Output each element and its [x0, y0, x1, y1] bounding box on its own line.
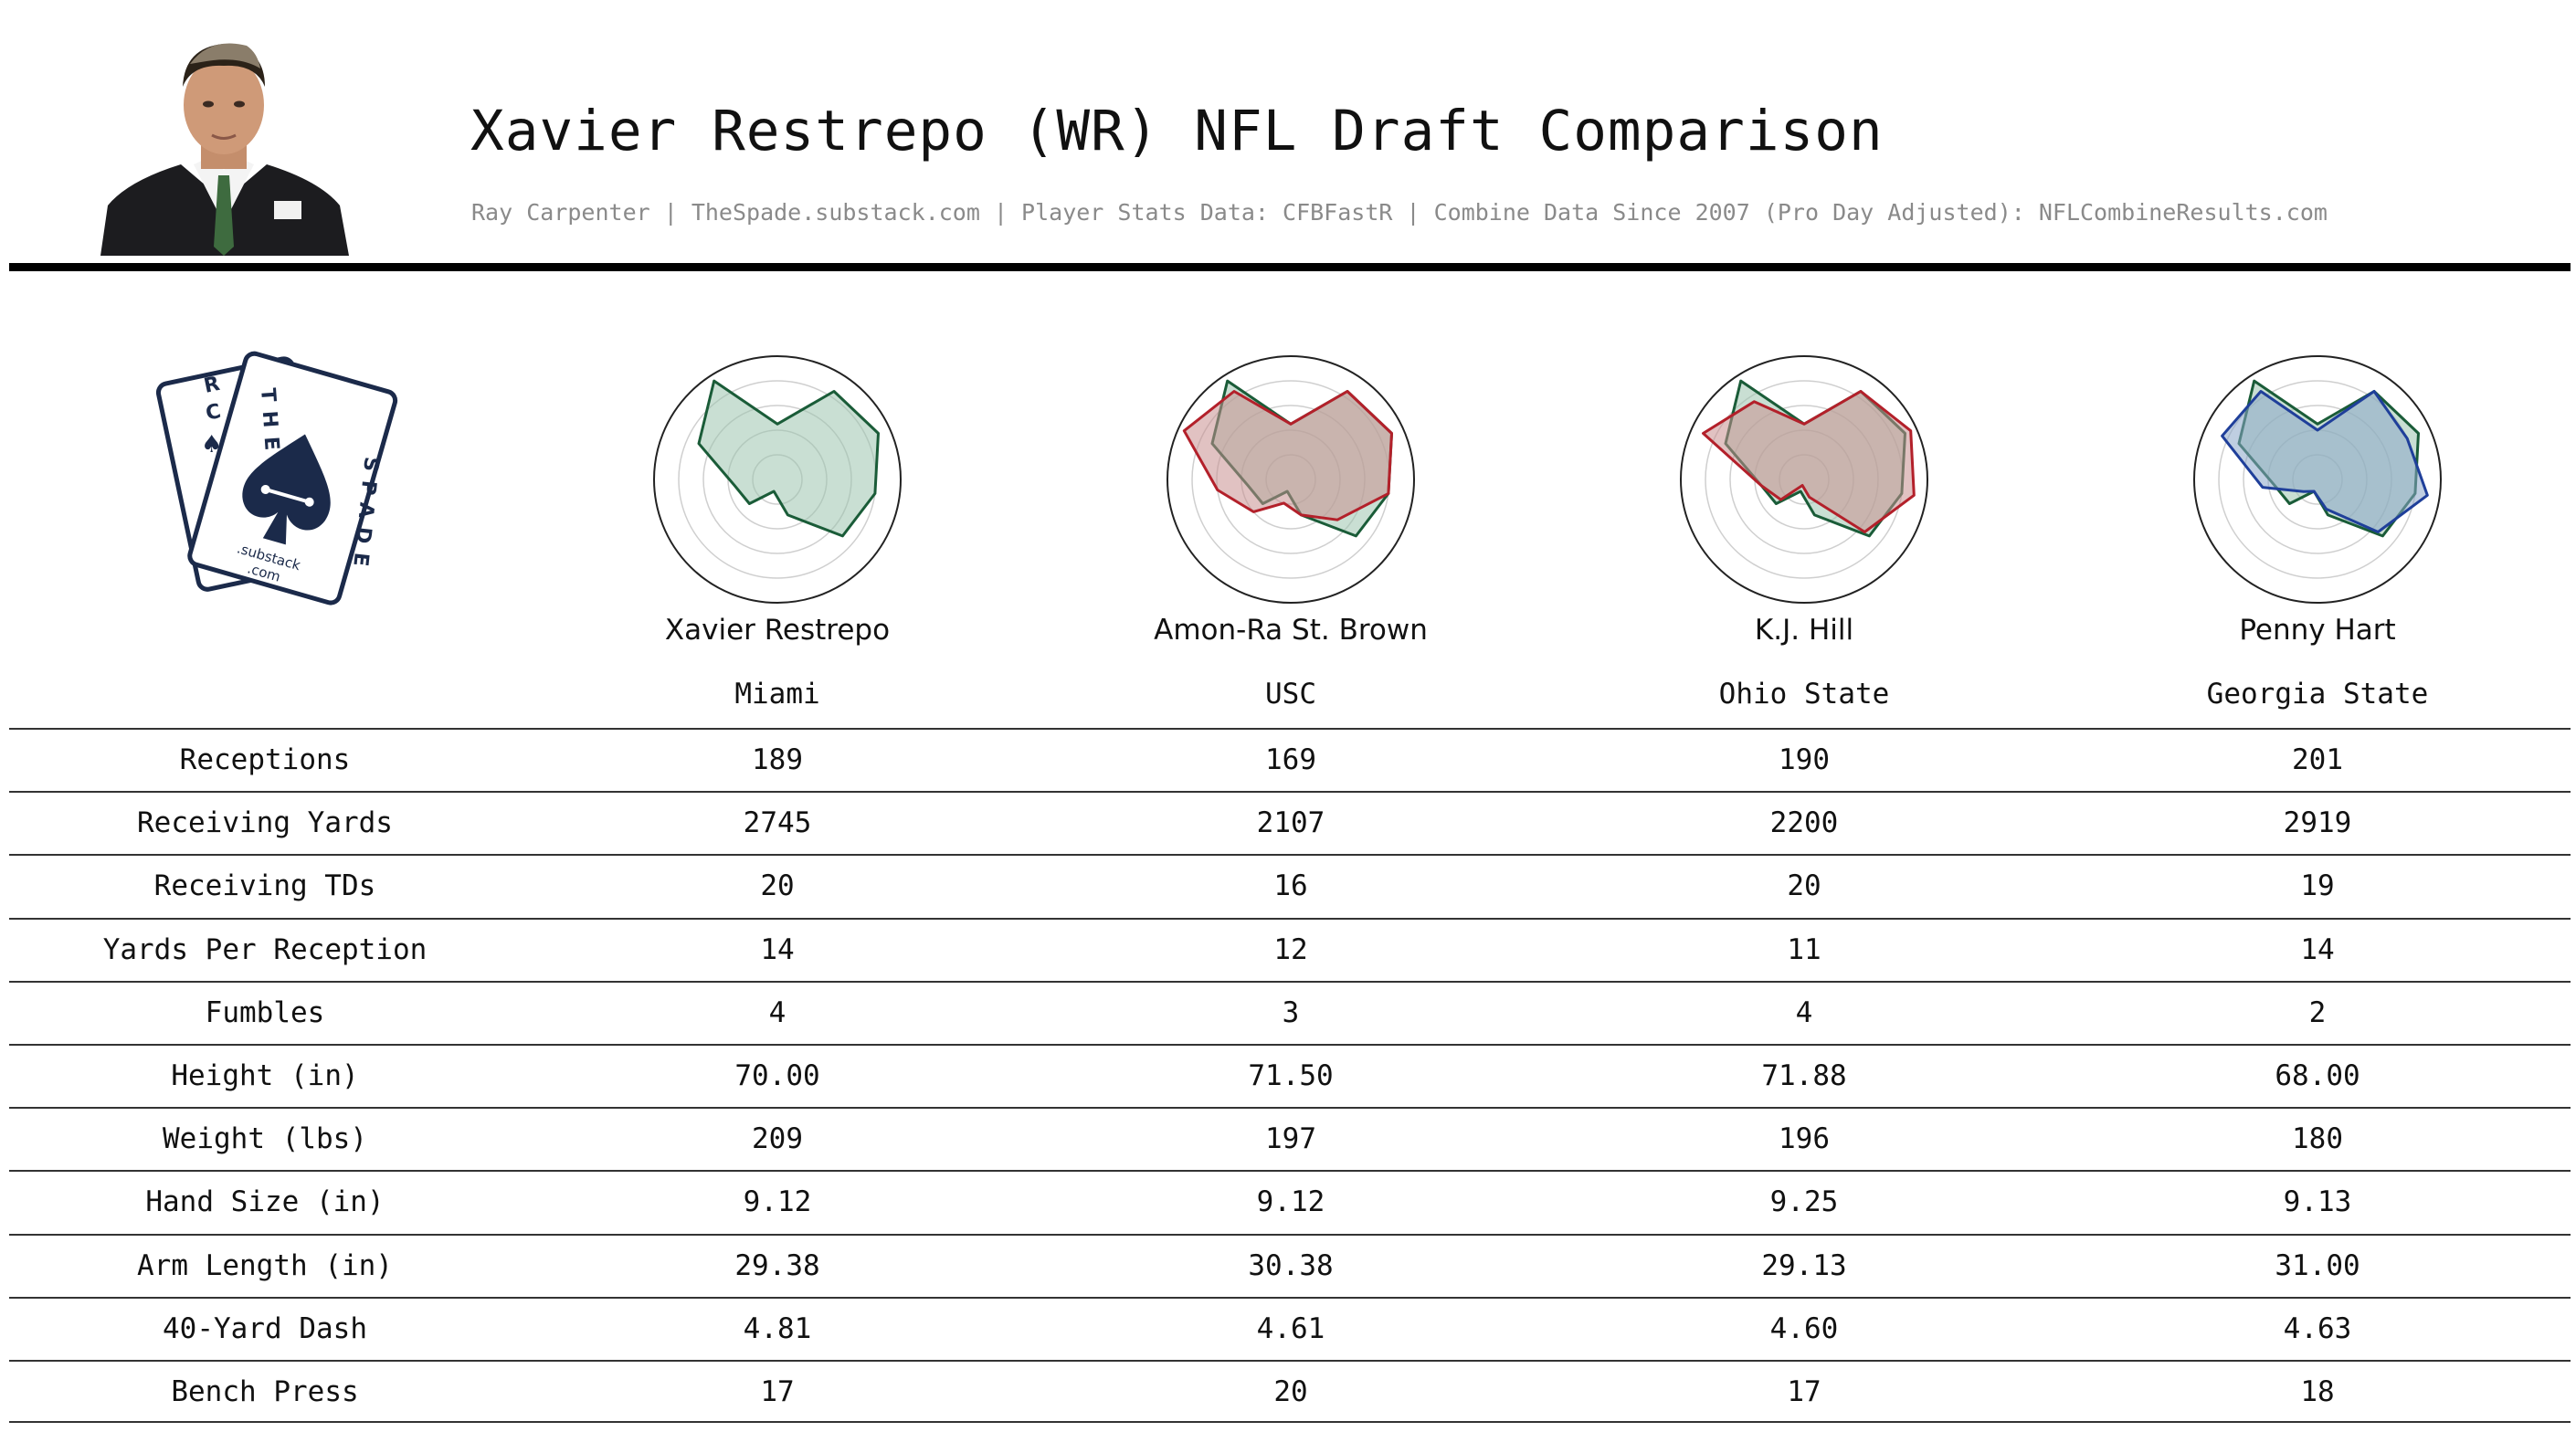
- stat-label: Fumbles: [205, 995, 325, 1029]
- stat-value: 2200: [1769, 806, 1839, 840]
- radar-series-comparison: [2221, 390, 2429, 533]
- radar-chart-xavier-restrepo: [645, 347, 910, 612]
- stat-value: 9.25: [1769, 1185, 1839, 1219]
- logo-spade-glyph: ♠: [201, 431, 222, 458]
- table-row: Receiving TDs 20 16 20 19: [9, 854, 2571, 917]
- stat-value: 71.50: [1248, 1058, 1334, 1092]
- page-subtitle: Ray Carpenter | TheSpade.substack.com | …: [471, 199, 2328, 226]
- stat-value: 14: [2300, 932, 2335, 966]
- stat-value: 3: [1282, 995, 1300, 1029]
- stat-label: Weight (lbs): [163, 1122, 367, 1156]
- stat-value: 4.81: [743, 1311, 812, 1345]
- radar-series-comparison: [1702, 390, 1916, 533]
- page-title: Xavier Restrepo (WR) NFL Draft Compariso…: [470, 99, 1884, 163]
- stat-value: 70.00: [734, 1058, 820, 1092]
- table-row: Receiving Yards 2745 2107 2200 2919: [9, 791, 2571, 854]
- stat-value: 29.13: [1761, 1248, 1847, 1282]
- player-school-miami: Miami: [734, 678, 820, 711]
- stat-value: 31.00: [2275, 1248, 2360, 1282]
- stat-value: 9.12: [743, 1185, 812, 1219]
- stat-value: 169: [1265, 743, 1316, 776]
- stat-value: 190: [1779, 743, 1830, 776]
- player-name-xavier-restrepo: Xavier Restrepo: [664, 614, 891, 647]
- stat-label: Receptions: [179, 743, 351, 776]
- player-headshot: [91, 27, 356, 256]
- stat-value: 4.60: [1769, 1311, 1839, 1345]
- table-row: Weight (lbs) 209 197 196 180: [9, 1107, 2571, 1170]
- stat-value: 71.88: [1761, 1058, 1847, 1092]
- radar-chart-kj-hill: [1672, 347, 1937, 612]
- stat-value: 4.63: [2283, 1311, 2352, 1345]
- radar-series-target: [697, 379, 880, 538]
- stat-label: Yards Per Reception: [102, 932, 428, 966]
- stat-value: 17: [1787, 1374, 1821, 1408]
- stat-value: 4: [1795, 995, 1813, 1029]
- stat-label: Arm Length (in): [137, 1248, 393, 1282]
- stat-value: 189: [752, 743, 803, 776]
- table-row: Receptions 189 169 190 201: [9, 728, 2571, 791]
- stat-value: 201: [2292, 743, 2343, 776]
- stat-value: 14: [760, 932, 795, 966]
- stat-value: 68.00: [2275, 1058, 2360, 1092]
- stat-value: 11: [1787, 932, 1821, 966]
- stat-value: 20: [760, 869, 795, 903]
- stat-value: 4: [768, 995, 787, 1029]
- table-row: Hand Size (in) 9.12 9.12 9.25 9.13: [9, 1170, 2571, 1233]
- player-school-georgia-state: Georgia State: [2206, 678, 2429, 711]
- logo-text-the: THE: [256, 387, 283, 460]
- stat-label: Receiving TDs: [153, 869, 376, 903]
- stat-value: 29.38: [734, 1248, 820, 1282]
- stat-value: 196: [1779, 1122, 1830, 1156]
- stat-value: 9.13: [2283, 1185, 2352, 1219]
- stat-value: 209: [752, 1122, 803, 1156]
- stat-value: 20: [1787, 869, 1821, 903]
- player-name-penny-hart: Penny Hart: [2239, 614, 2396, 647]
- table-row: Height (in) 70.00 71.50 71.88 68.00: [9, 1043, 2571, 1107]
- stat-value: 2745: [743, 806, 812, 840]
- radar-chart-amon-ra-st-brown: [1158, 347, 1423, 612]
- stat-label: 40-Yard Dash: [163, 1311, 367, 1345]
- logo-text-c: C: [204, 400, 223, 426]
- radar-series-comparison: [1182, 390, 1393, 521]
- stat-value: 2919: [2283, 806, 2352, 840]
- player-name-amon-ra-st-brown: Amon-Ra St. Brown: [1154, 614, 1428, 647]
- player-school-ohio-state: Ohio State: [1718, 678, 1890, 711]
- radar-outer-ring: [1680, 355, 1928, 604]
- stat-value: 19: [2300, 869, 2335, 903]
- stat-label: Height (in): [171, 1058, 359, 1092]
- stat-value: 30.38: [1248, 1248, 1334, 1282]
- stat-value: 4.61: [1256, 1311, 1325, 1345]
- stat-label: Hand Size (in): [145, 1185, 385, 1219]
- table-row: Bench Press 17 20 17 18: [9, 1359, 2571, 1424]
- table-row: 40-Yard Dash 4.81 4.61 4.60 4.63: [9, 1296, 2571, 1360]
- table-row: Yards Per Reception 14 12 11 14: [9, 917, 2571, 981]
- stat-value: 2107: [1256, 806, 1325, 840]
- stat-value: 16: [1273, 869, 1308, 903]
- radar-outer-ring: [1167, 355, 1415, 604]
- stats-table: Receptions 189 169 190 201 Receiving Yards 274…: [9, 728, 2571, 1424]
- radar-outer-ring: [2193, 355, 2442, 604]
- stat-value: 17: [760, 1374, 795, 1408]
- stat-label: Receiving Yards: [137, 806, 393, 840]
- header-divider: [9, 263, 2571, 271]
- stat-value: 20: [1273, 1374, 1308, 1408]
- stat-value: 197: [1265, 1122, 1316, 1156]
- table-row: Arm Length (in) 29.38 30.38 29.13 31.00: [9, 1233, 2571, 1297]
- the-spade-logo: THE SPADE .substack .com R C ♠: [151, 342, 406, 616]
- stat-label: Bench Press: [171, 1374, 359, 1408]
- logo-text-rc: R: [202, 373, 222, 398]
- radar-outer-ring: [653, 355, 902, 604]
- stat-value: 9.12: [1256, 1185, 1325, 1219]
- radar-chart-penny-hart: [2185, 347, 2450, 612]
- stat-value: 18: [2300, 1374, 2335, 1408]
- player-school-usc: USC: [1265, 678, 1316, 711]
- stat-value: 180: [2292, 1122, 2343, 1156]
- stat-value: 2: [2308, 995, 2327, 1029]
- stat-value: 12: [1273, 932, 1308, 966]
- table-row: Fumbles 4 3 4 2: [9, 980, 2571, 1044]
- player-name-kj-hill: K.J. Hill: [1754, 614, 1854, 647]
